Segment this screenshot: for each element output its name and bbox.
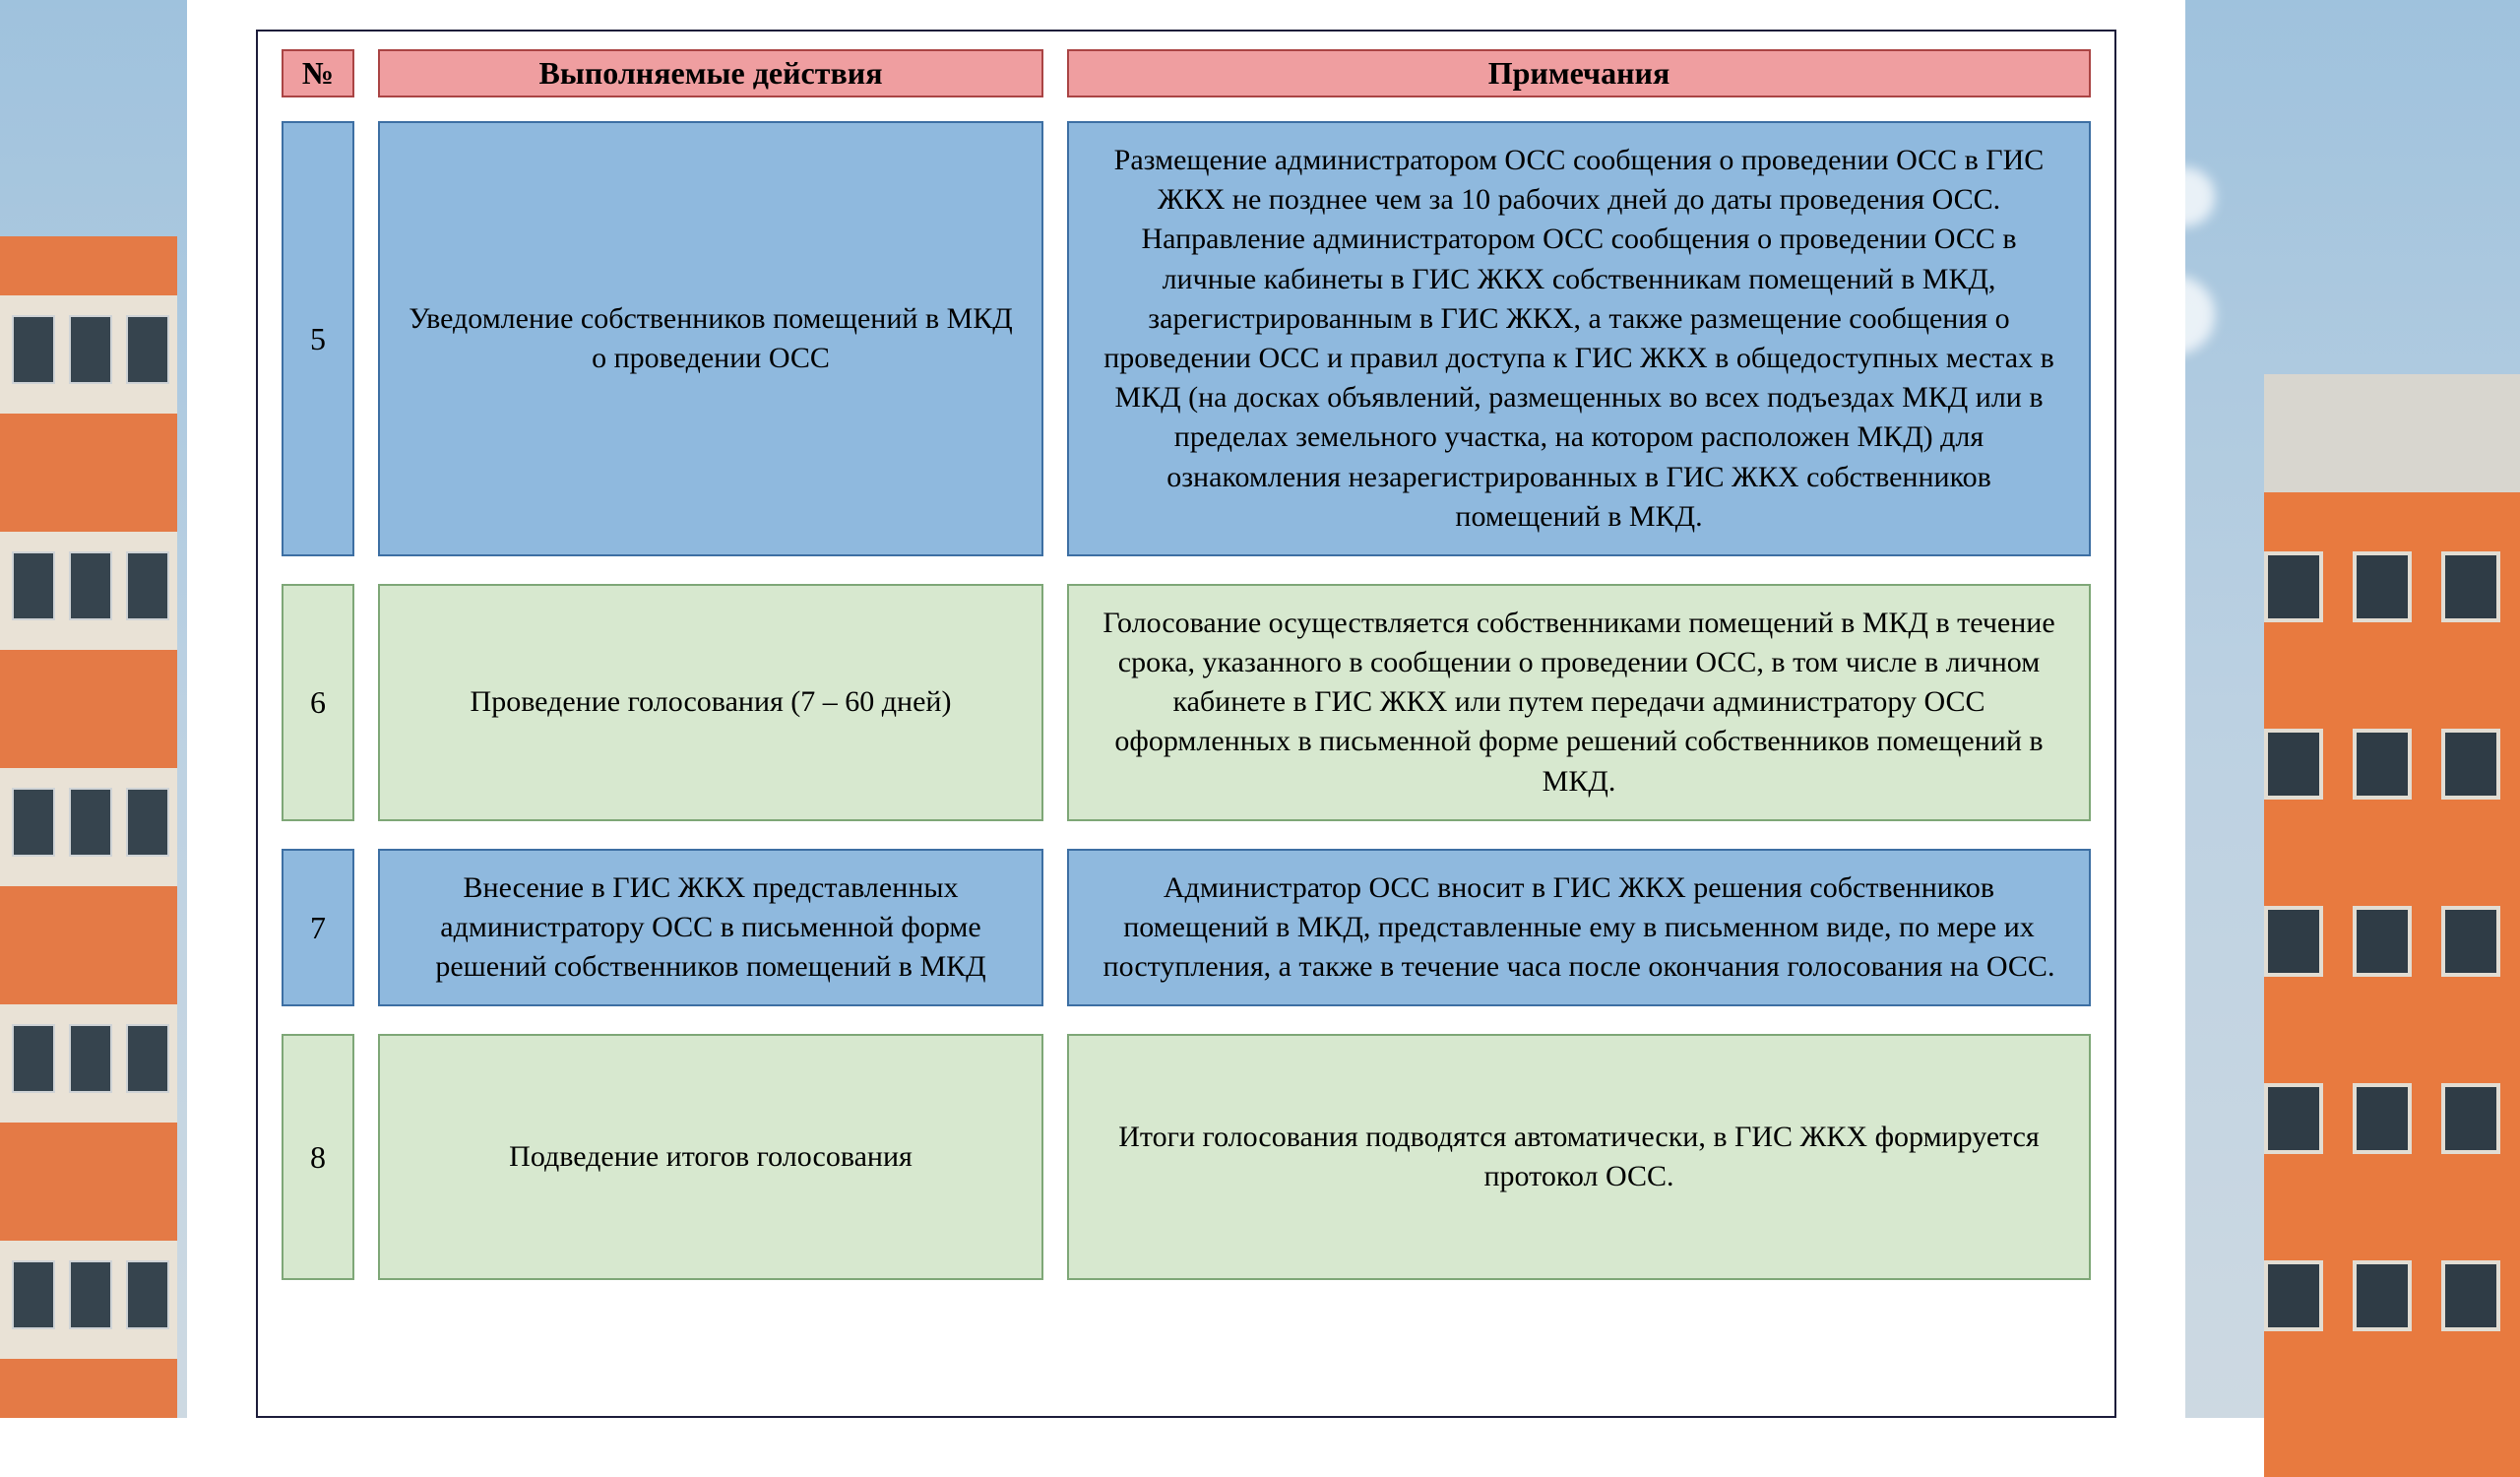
cell-action: Подведение итогов голосования: [378, 1034, 1043, 1280]
cell-notes: Размещение администратором ОСС сообщения…: [1067, 121, 2091, 556]
cell-action: Проведение голосования (7 – 60 дней): [378, 584, 1043, 821]
cell-notes: Голосование осуществляется собственникам…: [1067, 584, 2091, 821]
cell-number: 5: [282, 121, 354, 556]
cell-notes: Итоги голосования подводятся автоматичес…: [1067, 1034, 2091, 1280]
table-row: 6Проведение голосования (7 – 60 дней)Гол…: [282, 584, 2091, 821]
background-building-right: [2264, 374, 2520, 1457]
viewport: № Выполняемые действия Примечания 5Уведо…: [0, 0, 2520, 1418]
background-building-left: [0, 236, 197, 1418]
cell-number: 7: [282, 849, 354, 1007]
page-border: № Выполняемые действия Примечания 5Уведо…: [256, 30, 2116, 1418]
table-row: 5Уведомление собственников помещений в М…: [282, 121, 2091, 556]
procedure-table: № Выполняемые действия Примечания 5Уведо…: [282, 49, 2091, 1280]
cell-notes: Администратор ОСС вносит в ГИС ЖКХ решен…: [1067, 849, 2091, 1007]
col-header-notes: Примечания: [1067, 49, 2091, 97]
cell-number: 8: [282, 1034, 354, 1280]
cell-action: Уведомление собственников помещений в МК…: [378, 121, 1043, 556]
page: № Выполняемые действия Примечания 5Уведо…: [187, 0, 2185, 1418]
table-row: 7Внесение в ГИС ЖКХ представленных админ…: [282, 849, 2091, 1007]
table-header-row: № Выполняемые действия Примечания: [282, 49, 2091, 97]
cell-number: 6: [282, 584, 354, 821]
table-row: 8Подведение итогов голосованияИтоги голо…: [282, 1034, 2091, 1280]
col-header-number: №: [282, 49, 354, 97]
col-header-actions: Выполняемые действия: [378, 49, 1043, 97]
cell-action: Внесение в ГИС ЖКХ представленных админи…: [378, 849, 1043, 1007]
